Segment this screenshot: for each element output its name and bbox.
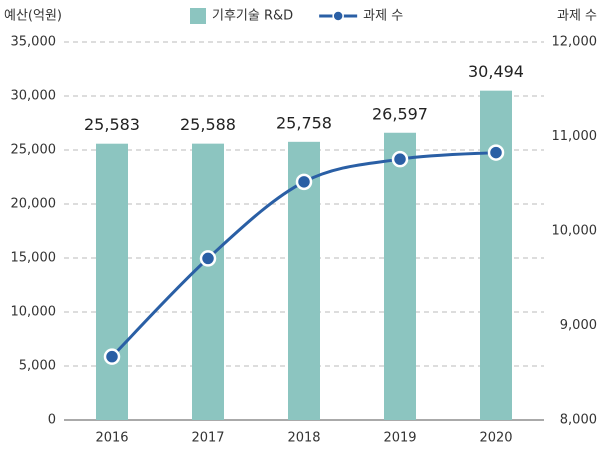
x-tick-label: 2020 (479, 431, 512, 446)
data-label: 30,494 (468, 62, 524, 81)
bar (96, 143, 128, 420)
line-marker (487, 144, 505, 161)
y-tick-label: 30,000 (11, 89, 57, 104)
legend-marker (332, 10, 344, 22)
bar (384, 132, 416, 421)
bar (480, 90, 512, 421)
bar (192, 143, 224, 420)
data-label: 25,583 (84, 115, 140, 134)
x-tick-label: 2019 (383, 431, 416, 446)
y2-tick-label: 9,000 (560, 318, 597, 333)
y-tick-label: 0 (48, 413, 56, 428)
data-label: 25,758 (276, 113, 332, 132)
y-tick-label: 20,000 (11, 197, 57, 212)
x-tick-label: 2018 (287, 431, 320, 446)
line-marker (199, 250, 217, 267)
y-axis-title: 예산(억원) (4, 9, 62, 24)
data-label: 26,597 (372, 104, 428, 123)
legend-swatch (190, 8, 206, 24)
y2-tick-label: 10,000 (552, 224, 598, 239)
x-tick-label: 2016 (95, 431, 128, 446)
legend-label: 기후기술 R&D (212, 9, 293, 24)
y-tick-label: 35,000 (11, 35, 57, 50)
y2-tick-label: 11,000 (552, 129, 598, 144)
y-tick-label: 25,000 (11, 143, 57, 158)
line-marker (295, 173, 313, 191)
line-marker (391, 150, 409, 168)
data-label: 25,588 (180, 115, 236, 134)
y-tick-label: 5,000 (19, 359, 56, 374)
x-tick-label: 2017 (191, 431, 224, 446)
legend-label: 과제 수 (363, 9, 403, 24)
y-tick-label: 15,000 (11, 251, 57, 266)
y2-axis-title: 과제 수 (557, 9, 597, 24)
y-tick-label: 10,000 (11, 305, 57, 320)
y2-tick-label: 12,000 (552, 35, 598, 50)
line-marker (103, 348, 121, 365)
y2-tick-label: 8,000 (560, 413, 597, 428)
